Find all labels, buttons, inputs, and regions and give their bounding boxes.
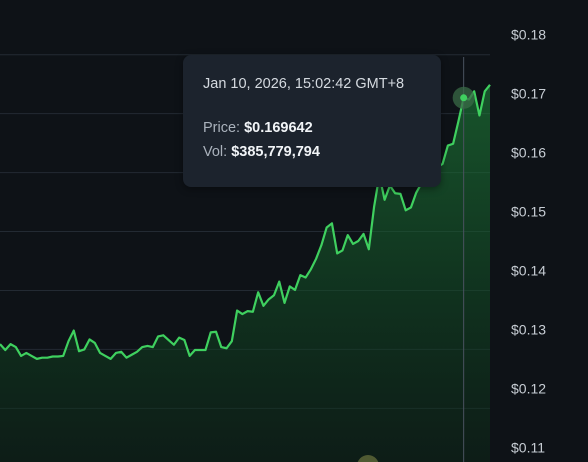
tooltip-vol-row: Vol: $385,779,794 [203, 144, 421, 160]
y-tick-label: $0.16 [511, 145, 546, 161]
y-tick-label: $0.11 [511, 439, 545, 455]
y-tick-label: $0.13 [511, 321, 546, 337]
y-tick-label: $0.15 [511, 204, 546, 220]
y-tick-label: $0.18 [511, 27, 546, 43]
hover-point [460, 94, 467, 101]
tooltip-vol-value: $385,779,794 [231, 144, 320, 160]
y-tick-label: $0.17 [511, 86, 546, 102]
tooltip-price-row: Price: $0.169642 [203, 120, 421, 136]
y-axis-ticks: $0.18 $0.17 $0.16 $0.15 $0.14 $0.13 $0.12 $0.11 [511, 27, 546, 456]
y-tick-label: $0.12 [511, 380, 546, 396]
tooltip-date: Jan 10, 2026, 15:02:42 GMT+8 [203, 76, 421, 92]
tooltip-price-value: $0.169642 [244, 120, 313, 136]
y-tick-label: $0.14 [511, 262, 546, 278]
tooltip-vol-label: Vol: [203, 144, 227, 160]
price-tooltip: Jan 10, 2026, 15:02:42 GMT+8 Price: $0.1… [183, 55, 441, 187]
tooltip-price-label: Price: [203, 120, 240, 136]
